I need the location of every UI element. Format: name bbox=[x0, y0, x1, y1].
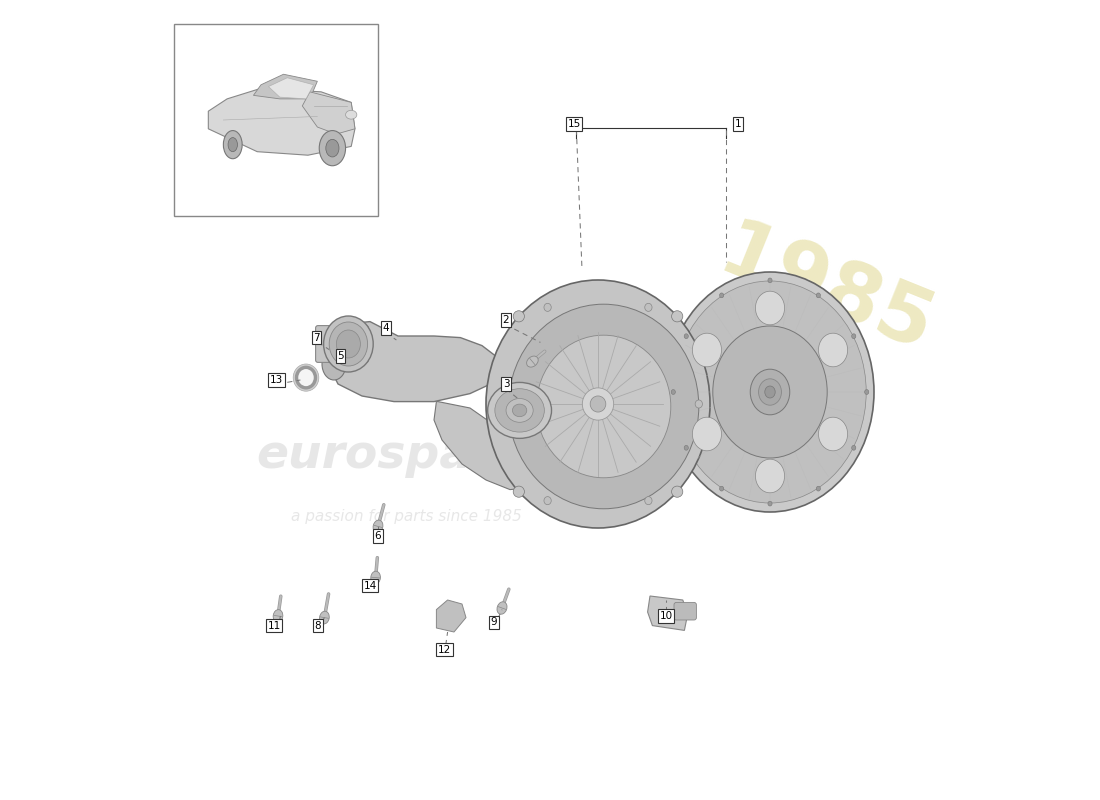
Ellipse shape bbox=[672, 310, 683, 322]
FancyBboxPatch shape bbox=[674, 602, 696, 620]
Text: 8: 8 bbox=[315, 621, 321, 630]
Ellipse shape bbox=[371, 571, 381, 584]
Text: 6: 6 bbox=[375, 531, 382, 541]
Ellipse shape bbox=[768, 501, 772, 506]
Text: 1985: 1985 bbox=[707, 214, 945, 370]
Text: 3: 3 bbox=[503, 379, 509, 389]
Ellipse shape bbox=[322, 348, 346, 380]
Ellipse shape bbox=[816, 486, 821, 491]
Ellipse shape bbox=[666, 272, 874, 512]
Ellipse shape bbox=[527, 356, 538, 367]
Text: 2: 2 bbox=[503, 315, 509, 325]
FancyBboxPatch shape bbox=[316, 326, 369, 362]
Ellipse shape bbox=[695, 400, 703, 408]
Ellipse shape bbox=[373, 520, 383, 533]
Ellipse shape bbox=[513, 404, 527, 417]
Ellipse shape bbox=[514, 486, 525, 498]
Text: 15: 15 bbox=[568, 119, 581, 129]
Text: 14: 14 bbox=[363, 581, 376, 590]
Ellipse shape bbox=[713, 326, 827, 458]
Polygon shape bbox=[268, 78, 313, 99]
Ellipse shape bbox=[768, 278, 772, 282]
Ellipse shape bbox=[323, 316, 373, 372]
Ellipse shape bbox=[514, 310, 525, 322]
Text: 5: 5 bbox=[337, 351, 343, 361]
Ellipse shape bbox=[495, 389, 544, 432]
Polygon shape bbox=[437, 600, 466, 632]
Polygon shape bbox=[434, 402, 532, 490]
Ellipse shape bbox=[297, 368, 315, 387]
Ellipse shape bbox=[818, 418, 848, 451]
Ellipse shape bbox=[506, 398, 534, 422]
Ellipse shape bbox=[750, 370, 790, 414]
Ellipse shape bbox=[345, 110, 356, 119]
Ellipse shape bbox=[537, 335, 671, 478]
Text: 10: 10 bbox=[659, 611, 672, 621]
Text: a passion for parts since 1985: a passion for parts since 1985 bbox=[290, 509, 521, 523]
Ellipse shape bbox=[486, 280, 710, 528]
Ellipse shape bbox=[851, 334, 856, 338]
Text: 7: 7 bbox=[314, 333, 320, 342]
Ellipse shape bbox=[223, 130, 242, 158]
Ellipse shape bbox=[865, 390, 869, 394]
Ellipse shape bbox=[329, 322, 367, 366]
Text: eurospares: eurospares bbox=[256, 434, 556, 478]
Ellipse shape bbox=[684, 446, 689, 450]
Text: 12: 12 bbox=[438, 645, 451, 654]
Ellipse shape bbox=[273, 610, 283, 622]
Ellipse shape bbox=[544, 303, 551, 311]
Ellipse shape bbox=[764, 386, 776, 398]
Ellipse shape bbox=[319, 611, 329, 624]
Polygon shape bbox=[326, 322, 502, 402]
Text: 4: 4 bbox=[383, 323, 389, 333]
Ellipse shape bbox=[494, 400, 501, 408]
Ellipse shape bbox=[294, 364, 319, 391]
Ellipse shape bbox=[719, 293, 724, 298]
Ellipse shape bbox=[319, 130, 345, 166]
Polygon shape bbox=[648, 596, 688, 630]
Ellipse shape bbox=[228, 138, 238, 152]
Polygon shape bbox=[302, 92, 355, 134]
Ellipse shape bbox=[674, 281, 866, 503]
Ellipse shape bbox=[851, 446, 856, 450]
Text: 9: 9 bbox=[491, 618, 497, 627]
Ellipse shape bbox=[326, 139, 339, 157]
Ellipse shape bbox=[684, 334, 689, 338]
Text: 1: 1 bbox=[735, 119, 741, 129]
Ellipse shape bbox=[759, 379, 781, 405]
Ellipse shape bbox=[671, 390, 675, 394]
Ellipse shape bbox=[756, 459, 784, 493]
Ellipse shape bbox=[645, 303, 652, 311]
Polygon shape bbox=[253, 74, 318, 99]
Ellipse shape bbox=[756, 291, 784, 325]
Ellipse shape bbox=[487, 382, 551, 438]
Ellipse shape bbox=[497, 602, 507, 614]
Ellipse shape bbox=[337, 330, 361, 358]
Text: 11: 11 bbox=[267, 621, 280, 630]
Bar bbox=[174, 24, 378, 216]
Ellipse shape bbox=[672, 486, 683, 498]
Ellipse shape bbox=[692, 418, 722, 451]
Ellipse shape bbox=[818, 333, 848, 366]
Ellipse shape bbox=[719, 486, 724, 491]
Text: 13: 13 bbox=[270, 375, 283, 385]
Ellipse shape bbox=[544, 497, 551, 505]
Ellipse shape bbox=[582, 388, 614, 420]
Polygon shape bbox=[208, 88, 355, 155]
Ellipse shape bbox=[692, 333, 722, 366]
Ellipse shape bbox=[816, 293, 821, 298]
Ellipse shape bbox=[508, 304, 698, 509]
Ellipse shape bbox=[645, 497, 652, 505]
Ellipse shape bbox=[591, 396, 606, 412]
